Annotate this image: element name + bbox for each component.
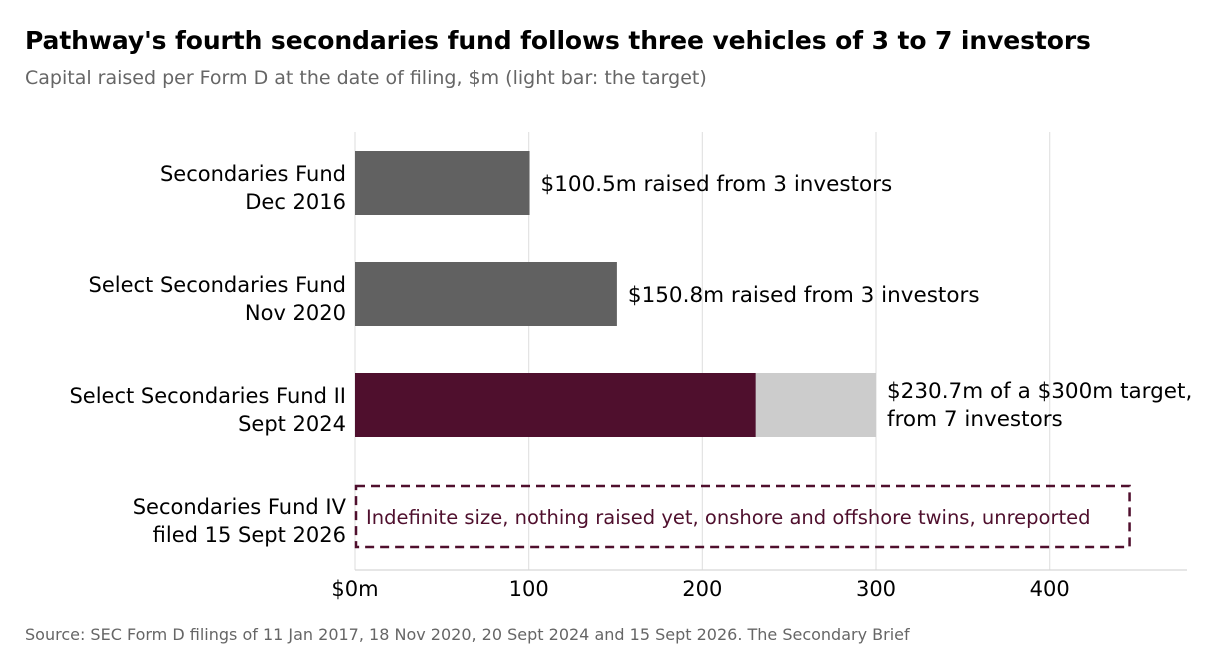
category-label: Secondaries Fund bbox=[160, 162, 346, 186]
source-note: Source: SEC Form D filings of 11 Jan 201… bbox=[25, 625, 910, 644]
data-label: Indefinite size, nothing raised yet, ons… bbox=[366, 506, 1091, 529]
category-label: Sept 2024 bbox=[238, 412, 346, 436]
category-label: filed 15 Sept 2026 bbox=[153, 523, 346, 547]
placeholder-bar bbox=[354, 484, 1131, 549]
raised-bar bbox=[355, 151, 530, 215]
category-label: Secondaries Fund IV bbox=[133, 495, 347, 519]
x-tick-label: $0m bbox=[331, 577, 378, 601]
category-label: Nov 2020 bbox=[245, 301, 346, 325]
x-tick-label: 100 bbox=[509, 577, 549, 601]
category-label: Select Secondaries Fund bbox=[89, 273, 347, 297]
x-tick-label: 200 bbox=[682, 577, 722, 601]
data-label: $230.7m of a $300m target, bbox=[887, 379, 1192, 404]
x-tick-label: 300 bbox=[856, 577, 896, 601]
category-label: Dec 2016 bbox=[245, 190, 346, 214]
raised-bar bbox=[355, 262, 617, 326]
data-label: $150.8m raised from 3 investors bbox=[628, 283, 980, 308]
data-label: $100.5m raised from 3 investors bbox=[541, 172, 893, 197]
raised-bar bbox=[355, 373, 756, 437]
category-label: Select Secondaries Fund II bbox=[69, 384, 346, 408]
data-label: from 7 investors bbox=[887, 407, 1063, 432]
x-tick-label: 400 bbox=[1030, 577, 1070, 601]
chart-title: Pathway's fourth secondaries fund follow… bbox=[25, 26, 1091, 55]
chart-subtitle: Capital raised per Form D at the date of… bbox=[25, 67, 707, 89]
